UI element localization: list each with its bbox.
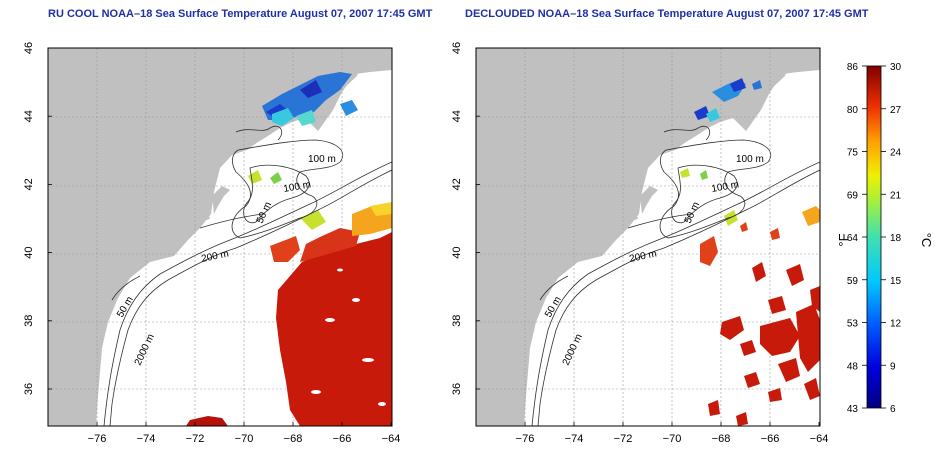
left-map-sst-front [248,170,392,236]
x-tick-label: −66 [333,433,352,445]
colorbar-fahrenheit-label: °F [836,233,851,246]
contour-label: 100 m [711,179,740,195]
y-tick-label: 40 [23,246,35,258]
right-map-ticks: −76 −74 −72 −70 −68 −66 −64 36 38 40 42 44 46 [451,42,828,445]
colorbar-c-label: 30 [890,62,902,73]
right-map-island [608,230,620,234]
colorbar-f-label: 86 [847,62,859,73]
y-tick-label: 40 [451,246,463,258]
colorbar-c-label: 9 [890,361,896,372]
left-map-island [180,230,192,234]
right-map-sst-warm [708,262,820,426]
right-map-sst-cold [694,78,762,122]
x-tick-label: −64 [810,433,829,445]
left-map-land [48,48,392,426]
colorbar-c-label: 15 [890,276,902,287]
left-map-ticks: −76 −74 −72 −70 −68 −66 −64 36 38 40 42 44 46 [23,42,400,445]
left-map-sst-texture [311,268,386,406]
colorbar: 86 80 75 69 64 59 53 48 43 30 27 24 21 18 15 12 9 6 °F °C [836,62,934,415]
left-map-island [200,216,210,220]
colorbar-f-label: 64 [847,233,859,244]
y-tick-label: 36 [451,383,463,395]
colorbar-celsius-label: °C [919,233,934,248]
contour-label: 100 m [736,154,764,165]
y-tick-label: 42 [451,178,463,190]
right-map: 100 m 100 m 50 m 200 m 50 m 2000 m −76 −7… [451,42,828,445]
y-tick-label: 44 [451,110,463,122]
colorbar-c-label: 18 [890,233,902,244]
y-tick-label: 46 [451,42,463,54]
colorbar-f-label: 43 [847,404,859,415]
colorbar-f-label: 48 [847,361,859,372]
x-tick-label: −72 [186,433,205,445]
right-map-land [476,48,820,426]
x-tick-label: −66 [761,433,780,445]
x-tick-label: −70 [663,433,682,445]
colorbar-c-label: 24 [890,148,902,159]
left-map-cape-cod [212,186,230,214]
colorbar-f-label: 53 [847,319,859,330]
colorbar-f-label: 75 [847,148,859,159]
x-tick-label: −76 [516,433,535,445]
x-tick-label: −68 [712,433,731,445]
x-tick-label: −70 [235,433,254,445]
colorbar-c-label: 21 [890,190,902,201]
right-map-frame [475,47,821,427]
right-map-island [628,216,638,220]
colorbar-gradient [866,65,882,409]
x-tick-label: −72 [614,433,633,445]
x-tick-label: −74 [137,433,156,445]
contour-label: 100 m [283,179,312,195]
right-map-title: DECLOUDED NOAA–18 Sea Surface Temperatur… [465,8,869,20]
left-map-sst-cold [262,72,358,126]
left-map-frame [47,47,393,427]
left-map-title: RU COOL NOAA–18 Sea Surface Temperature … [48,8,433,20]
y-tick-label: 46 [23,42,35,54]
x-tick-label: −64 [382,433,401,445]
y-tick-label: 42 [23,178,35,190]
colorbar-ticks: 86 80 75 69 64 59 53 48 43 30 27 24 21 18 15 12 9 6 [847,62,902,415]
left-map-island [192,222,200,226]
x-tick-label: −76 [88,433,107,445]
x-tick-label: −68 [284,433,303,445]
y-tick-label: 44 [23,110,35,122]
colorbar-f-label: 80 [847,105,859,116]
contour-label: 100 m [308,154,336,165]
y-tick-label: 36 [23,383,35,395]
x-tick-label: −74 [565,433,584,445]
left-map-sst-warm [186,228,392,426]
left-map: 100 m 100 m 50 m 200 m 50 m 2000 m −76 −7… [23,42,400,445]
left-map-contours [103,125,392,426]
colorbar-f-label: 69 [847,190,859,201]
right-map-island [620,222,628,226]
y-tick-label: 38 [23,315,35,327]
right-map-contours [531,125,820,426]
colorbar-c-label: 27 [890,105,902,116]
colorbar-c-label: 6 [890,404,896,415]
y-tick-label: 38 [451,315,463,327]
colorbar-c-label: 12 [890,319,902,330]
colorbar-f-label: 59 [847,276,859,287]
right-map-cape-cod [640,186,658,214]
right-map-sst-front [680,168,820,266]
